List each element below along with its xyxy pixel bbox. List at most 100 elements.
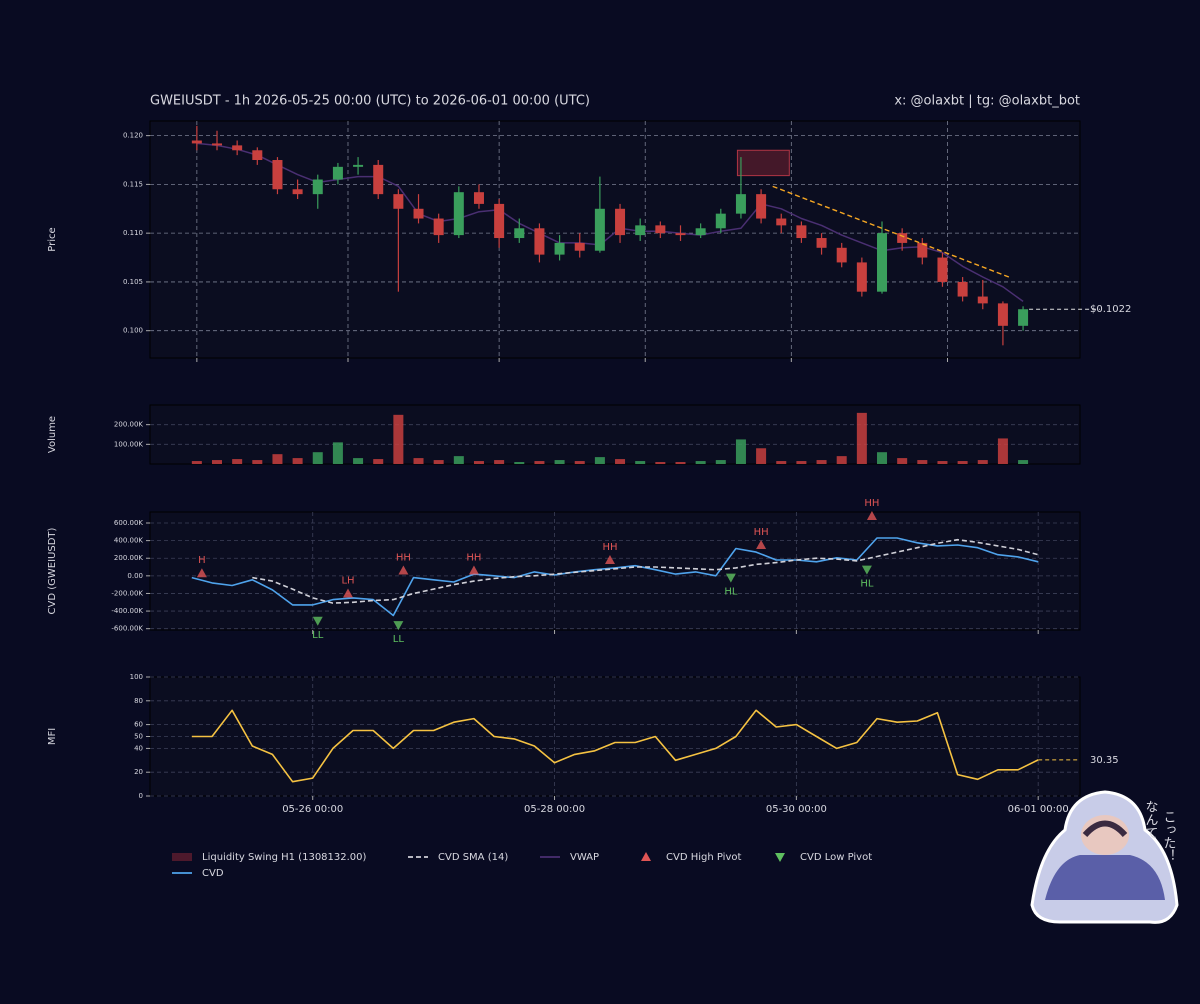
candle-body <box>776 218 787 226</box>
y-tick-label: 0.00 <box>127 572 143 580</box>
volume-bar <box>997 438 1008 464</box>
volume-bar <box>856 412 867 464</box>
y-axis-label: Price <box>47 227 58 251</box>
volume-bar <box>494 460 505 464</box>
candle-body <box>675 233 686 236</box>
volume-bar <box>353 458 364 464</box>
candle-body <box>594 208 605 251</box>
candle-body <box>917 242 928 258</box>
y-tick-label: 0.115 <box>123 180 143 188</box>
candle-body <box>897 233 908 243</box>
y-tick-label: 50 <box>134 733 143 741</box>
pivot-label: LL <box>312 630 324 641</box>
candle-body <box>715 213 726 229</box>
volume-bar <box>695 461 706 464</box>
volume-bar <box>332 442 343 464</box>
x-tick-label: 05-28 00:00 <box>524 804 585 815</box>
y-tick-label: 0.100 <box>123 327 143 335</box>
y-tick-label: -400.00K <box>111 607 143 615</box>
volume-bar <box>212 460 223 464</box>
last-price-label: $0.1022 <box>1090 304 1131 315</box>
pivot-label: HH <box>602 542 617 553</box>
y-tick-label: 0 <box>139 792 143 800</box>
volume-bar <box>776 461 787 464</box>
volume-bar <box>1018 460 1029 464</box>
volume-bar <box>393 414 404 464</box>
liquidity-zone <box>736 149 790 177</box>
volume-bar <box>877 452 888 464</box>
y-tick-label: 0.120 <box>123 132 143 140</box>
candle-body <box>252 150 263 161</box>
y-tick-label: 200.00K <box>114 421 143 429</box>
y-axis-label: CVD (GWEIUSDT) <box>47 527 58 614</box>
volume-bar <box>453 456 464 464</box>
candle-body <box>796 225 807 239</box>
pivot-marker <box>866 510 877 520</box>
candle-body <box>212 143 223 146</box>
volume-bar <box>373 459 384 464</box>
pivot-marker <box>196 568 207 578</box>
volume-bar <box>272 454 283 464</box>
volume-bar <box>594 457 605 464</box>
sticker-text: なんて <box>1143 800 1158 839</box>
legend-swatch <box>641 852 651 861</box>
pivot-label: HH <box>864 498 879 509</box>
volume-bar <box>977 460 988 464</box>
pivot-marker <box>756 540 767 550</box>
panel <box>149 120 1081 359</box>
candle-body <box>1018 309 1029 326</box>
pivot-label: HL <box>860 579 874 590</box>
chart-title: GWEIUSDT - 1h 2026-05-25 00:00 (UTC) to … <box>150 94 590 109</box>
y-tick-label: -200.00K <box>111 589 143 597</box>
candle-body <box>816 238 827 248</box>
candle-body <box>655 225 666 234</box>
sticker <box>1030 790 1179 924</box>
y-tick-label: 200.00K <box>114 554 143 562</box>
y-tick-label: 0.105 <box>123 278 143 286</box>
legend-label: CVD High Pivot <box>666 852 741 863</box>
y-tick-label: 600.00K <box>114 519 143 527</box>
candle-body <box>373 164 384 195</box>
pivot-label: LH <box>341 575 354 586</box>
candle-body <box>937 257 948 282</box>
pivot-label: HL <box>724 587 738 598</box>
pivot-label: H <box>198 555 206 566</box>
candle-body <box>836 247 847 263</box>
volume-bar <box>252 460 263 464</box>
y-tick-label: 20 <box>134 768 143 776</box>
sticker-body <box>1045 855 1165 900</box>
candle-body <box>856 262 867 292</box>
volume-bar <box>655 462 666 464</box>
y-axis-label: Volume <box>47 416 58 453</box>
legend-label: CVD Low Pivot <box>800 852 872 863</box>
sticker-hands <box>1082 820 1128 838</box>
pivot-marker <box>725 573 736 583</box>
candle-body <box>312 179 323 195</box>
y-tick-label: -600.00K <box>111 625 143 633</box>
legend-swatch <box>775 853 785 862</box>
legend-label: VWAP <box>570 852 599 863</box>
candle-body <box>353 164 364 167</box>
volume-bar <box>937 461 948 464</box>
volume-bar <box>473 461 484 464</box>
pivot-marker <box>312 616 323 626</box>
legend-label: Liquidity Swing H1 (1308132.00) <box>202 852 367 863</box>
volume-bar <box>534 461 545 464</box>
x-tick-label: 05-26 00:00 <box>282 804 343 815</box>
y-tick-label: 0.110 <box>123 229 143 237</box>
pivot-marker <box>342 588 353 598</box>
candle-body <box>433 218 444 236</box>
y-tick-label: 60 <box>134 721 143 729</box>
series-line <box>252 538 1039 604</box>
candle-body <box>695 228 706 236</box>
volume-bar <box>514 462 525 464</box>
candle-body <box>756 194 767 219</box>
panel <box>149 511 1081 631</box>
x-tick-label: 06-01 00:00 <box>1008 804 1069 815</box>
volume-bar <box>554 460 565 464</box>
volume-bar <box>957 461 968 464</box>
pivot-label: HH <box>466 553 481 564</box>
candle-body <box>393 194 404 209</box>
volume-bar <box>796 461 807 464</box>
y-tick-label: 80 <box>134 697 143 705</box>
